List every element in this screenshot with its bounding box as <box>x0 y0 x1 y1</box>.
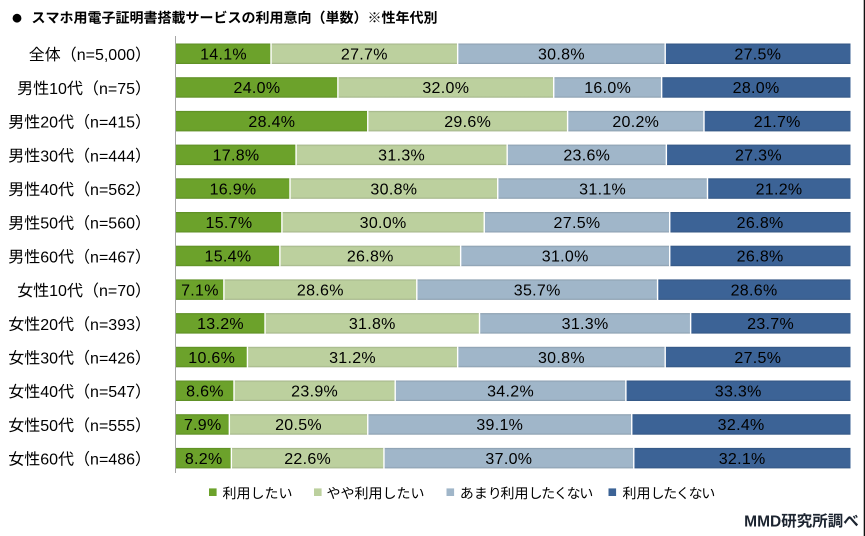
svg-text:23.6%: 23.6% <box>563 148 610 165</box>
svg-text:27.5%: 27.5% <box>554 215 601 232</box>
svg-text:31.3%: 31.3% <box>562 316 609 333</box>
svg-text:n=486: n=486 <box>90 452 135 469</box>
svg-text:n=5,000: n=5,000 <box>77 47 135 64</box>
svg-text:27.5%: 27.5% <box>734 47 781 64</box>
svg-text:26.8%: 26.8% <box>737 215 784 232</box>
svg-text:33.3%: 33.3% <box>715 384 762 401</box>
svg-text:27.7%: 27.7% <box>341 47 388 64</box>
svg-text:40: 40 <box>40 384 58 401</box>
svg-text:35.7%: 35.7% <box>514 282 561 299</box>
svg-text:21.7%: 21.7% <box>754 114 801 131</box>
svg-text:n=562: n=562 <box>90 182 135 199</box>
svg-text:n=560: n=560 <box>90 216 135 233</box>
svg-text:13.2%: 13.2% <box>197 316 244 333</box>
svg-text:7.1%: 7.1% <box>181 282 219 299</box>
svg-text:32.0%: 32.0% <box>422 80 469 97</box>
svg-text:n=467: n=467 <box>90 249 135 266</box>
svg-text:24.0%: 24.0% <box>234 80 281 97</box>
svg-text:8.6%: 8.6% <box>186 384 224 401</box>
svg-text:23.9%: 23.9% <box>291 384 338 401</box>
svg-text:32.4%: 32.4% <box>718 417 765 434</box>
svg-text:15.7%: 15.7% <box>206 215 253 232</box>
svg-text:n=70: n=70 <box>99 283 135 300</box>
svg-text:40: 40 <box>40 182 58 199</box>
svg-text:34.2%: 34.2% <box>487 384 534 401</box>
svg-text:n=75: n=75 <box>99 81 135 98</box>
svg-text:50: 50 <box>40 418 58 435</box>
svg-text:17.8%: 17.8% <box>213 148 260 165</box>
svg-text:28.6%: 28.6% <box>731 282 778 299</box>
svg-text:60: 60 <box>40 249 58 266</box>
svg-text:37.0%: 37.0% <box>485 451 532 468</box>
svg-text:31.3%: 31.3% <box>378 148 425 165</box>
svg-text:30.0%: 30.0% <box>360 215 407 232</box>
svg-text:26.8%: 26.8% <box>737 249 784 266</box>
svg-text:14.1%: 14.1% <box>200 47 247 64</box>
svg-text:n=547: n=547 <box>90 384 135 401</box>
svg-text:31.0%: 31.0% <box>542 249 589 266</box>
svg-text:10.6%: 10.6% <box>188 350 235 367</box>
svg-text:39.1%: 39.1% <box>476 417 523 434</box>
svg-text:28.4%: 28.4% <box>248 114 295 131</box>
svg-text:30: 30 <box>40 351 58 368</box>
svg-text:28.6%: 28.6% <box>297 282 344 299</box>
svg-text:20.5%: 20.5% <box>275 417 322 434</box>
svg-text:10: 10 <box>49 81 67 98</box>
svg-text:60: 60 <box>40 452 58 469</box>
svg-text:7.9%: 7.9% <box>184 417 222 434</box>
svg-text:n=393: n=393 <box>90 317 135 334</box>
svg-text:n=415: n=415 <box>90 115 135 132</box>
svg-text:30.8%: 30.8% <box>538 47 585 64</box>
svg-text:32.1%: 32.1% <box>719 451 766 468</box>
svg-text:8.2%: 8.2% <box>185 451 223 468</box>
svg-text:16.9%: 16.9% <box>210 181 257 198</box>
svg-text:29.6%: 29.6% <box>444 114 491 131</box>
svg-text:MMD: MMD <box>744 513 781 530</box>
svg-text:30: 30 <box>40 148 58 165</box>
svg-text:16.0%: 16.0% <box>584 80 631 97</box>
svg-text:20: 20 <box>40 115 58 132</box>
svg-text:22.6%: 22.6% <box>284 451 331 468</box>
svg-text:n=426: n=426 <box>90 351 135 368</box>
svg-text:27.5%: 27.5% <box>734 350 781 367</box>
svg-text:23.7%: 23.7% <box>747 316 794 333</box>
svg-text:26.8%: 26.8% <box>347 249 394 266</box>
svg-text:28.0%: 28.0% <box>733 80 780 97</box>
svg-text:20.2%: 20.2% <box>612 114 659 131</box>
svg-text:31.1%: 31.1% <box>579 181 626 198</box>
svg-text:10: 10 <box>49 283 67 300</box>
svg-text:27.3%: 27.3% <box>735 148 782 165</box>
svg-text:n=555: n=555 <box>90 418 135 435</box>
svg-text:50: 50 <box>40 216 58 233</box>
svg-text:30.8%: 30.8% <box>538 350 585 367</box>
svg-text:31.8%: 31.8% <box>349 316 396 333</box>
svg-text:20: 20 <box>40 317 58 334</box>
svg-text:21.2%: 21.2% <box>756 181 803 198</box>
svg-text:30.8%: 30.8% <box>370 181 417 198</box>
svg-text:15.4%: 15.4% <box>205 249 252 266</box>
svg-text:31.2%: 31.2% <box>329 350 376 367</box>
svg-text:n=444: n=444 <box>90 148 135 165</box>
